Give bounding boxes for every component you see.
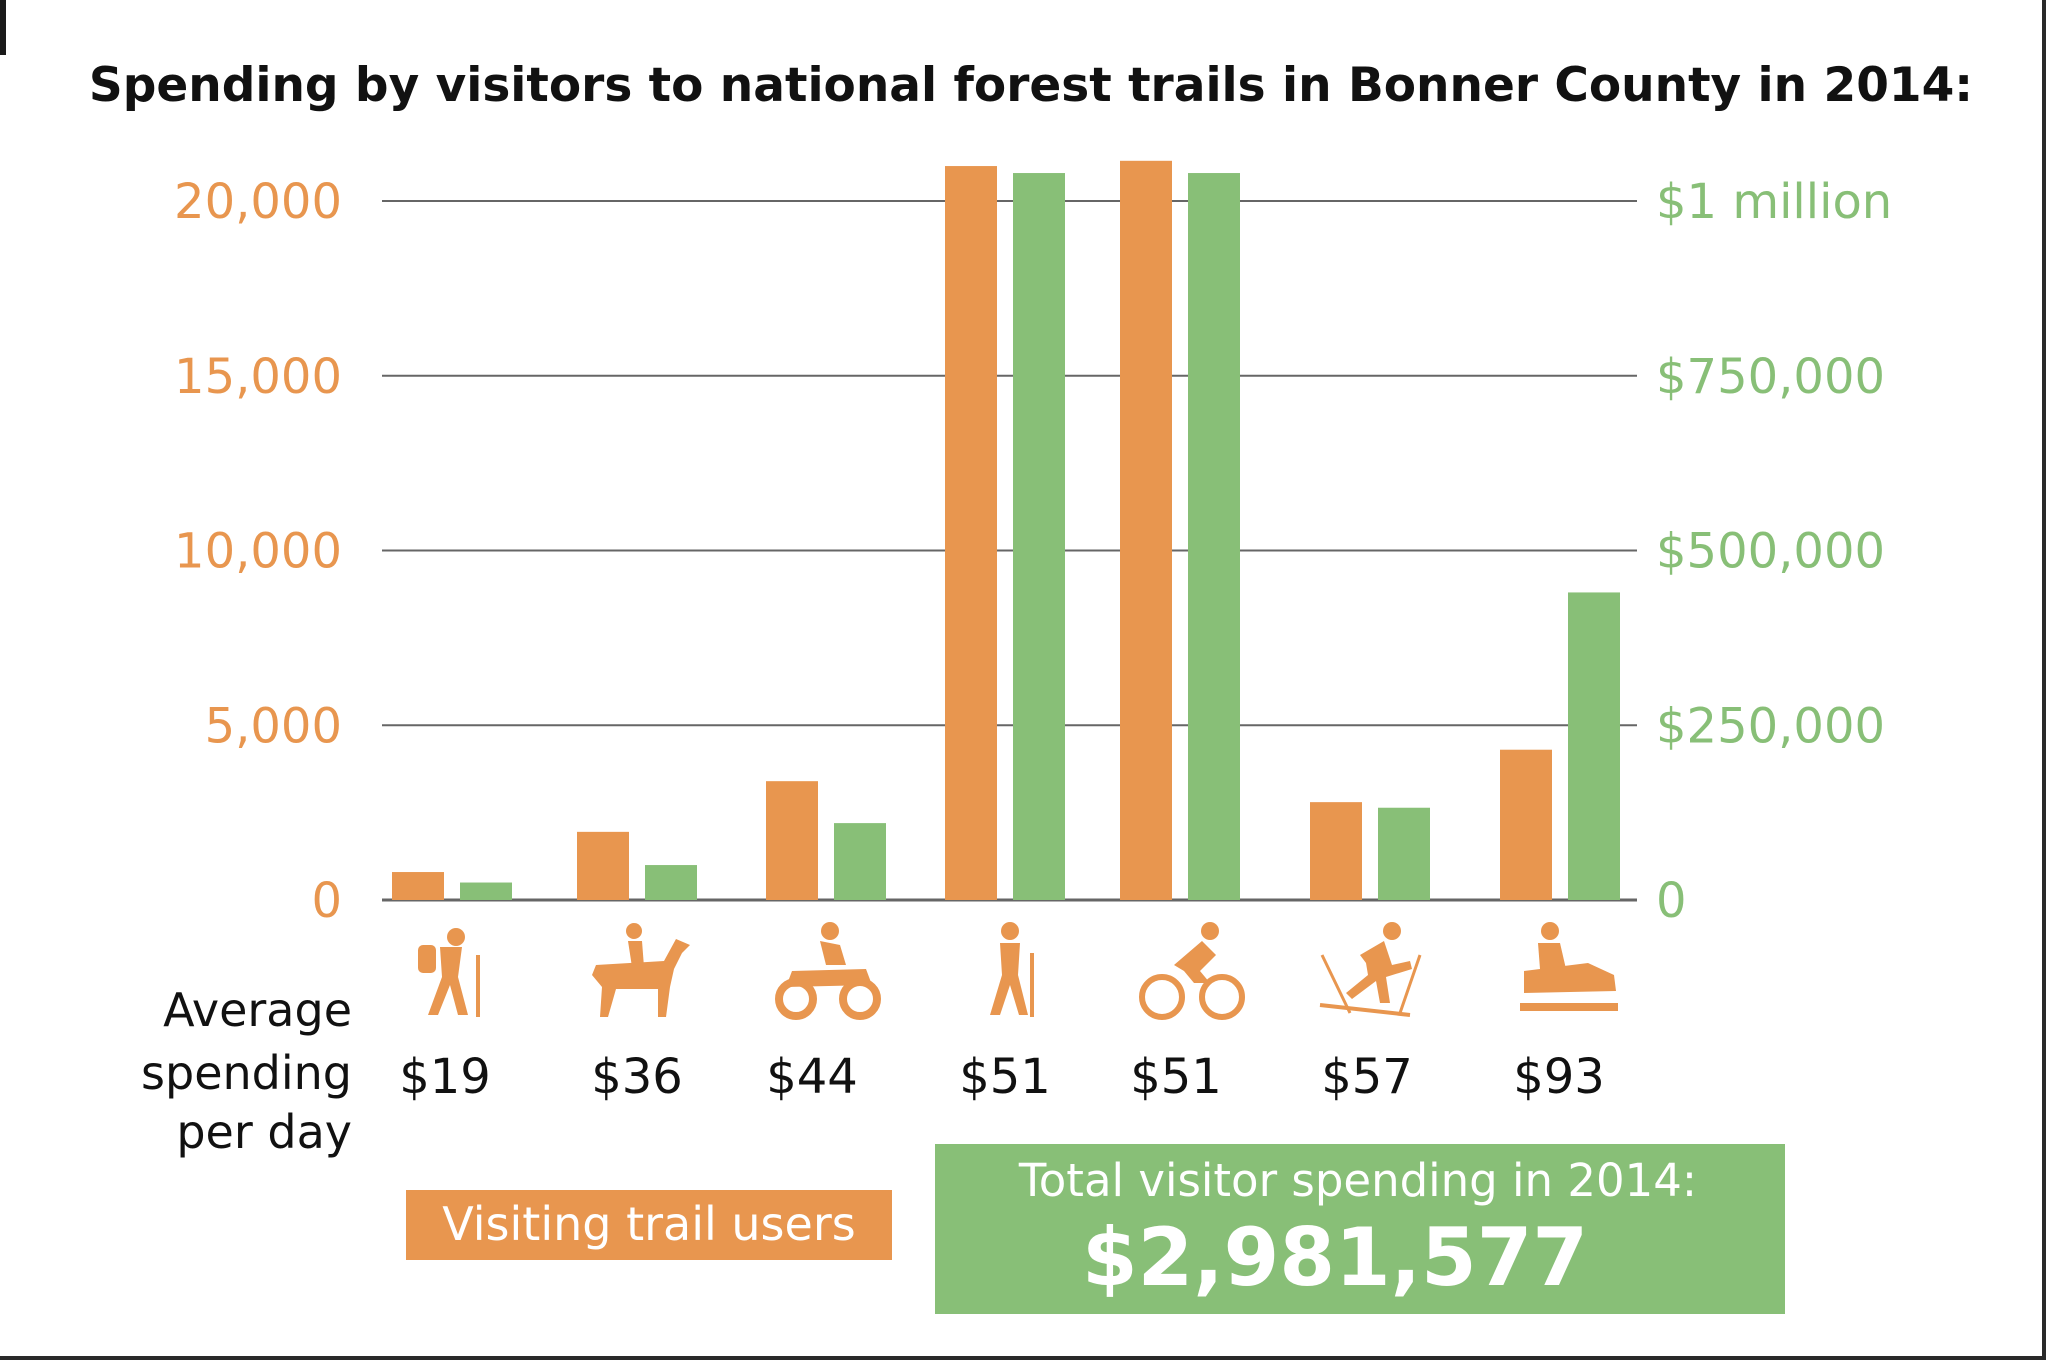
left-axis-ticks: 0 5,000 10,000 15,000 20,000 — [174, 174, 342, 929]
window-edge-left — [0, 0, 6, 55]
bar-spending — [645, 865, 697, 900]
cross-country-skier-icon — [1319, 922, 1422, 1017]
row-label: Average spending per day — [141, 983, 352, 1159]
left-tick-label: 0 — [311, 873, 342, 929]
category-label: $36 — [591, 1049, 683, 1105]
left-tick-label: 20,000 — [174, 174, 342, 230]
bar-visitors — [1310, 802, 1362, 900]
window-edge-bottom — [0, 1356, 2046, 1360]
category-label: $93 — [1513, 1049, 1605, 1105]
category-label: $51 — [959, 1049, 1051, 1105]
row-label-line-1: Average — [163, 983, 352, 1037]
right-tick-label: $500,000 — [1656, 524, 1885, 580]
bar-visitors — [577, 831, 629, 900]
snowmobile-icon — [1520, 922, 1618, 1011]
left-tick-label: 15,000 — [174, 349, 342, 405]
right-tick-label: $750,000 — [1656, 349, 1885, 405]
row-label-line-2: spending — [141, 1046, 352, 1100]
category-label: $51 — [1130, 1049, 1222, 1105]
hiker-icon — [990, 922, 1034, 1017]
category-label: $19 — [399, 1049, 491, 1105]
gridlines — [382, 200, 1637, 902]
bar-visitors — [392, 872, 444, 900]
category-label: $44 — [766, 1049, 858, 1105]
legend-visiting-trail-users: Visiting trail users — [406, 1190, 892, 1260]
bar-spending — [1013, 173, 1065, 901]
legend-orange-swatch — [406, 1190, 892, 1260]
bar-spending — [1568, 592, 1620, 900]
bar-spending — [1378, 807, 1430, 900]
category-label: $57 — [1321, 1049, 1413, 1105]
cyclist-icon — [1139, 922, 1245, 1020]
bar-visitors — [1120, 160, 1172, 900]
bar-visitors — [766, 781, 818, 900]
chart-title: Spending by visitors to national forest … — [89, 58, 1973, 113]
activity-icons — [418, 922, 1618, 1020]
total-label: Total visitor spending in 2014: — [1018, 1154, 1697, 1207]
left-tick-label: 10,000 — [174, 524, 342, 580]
row-label-line-3: per day — [176, 1105, 352, 1159]
bar-visitors — [1500, 749, 1552, 900]
window-edge-right — [2042, 0, 2046, 1360]
bar-visitors — [945, 166, 997, 901]
bar-spending — [460, 882, 512, 900]
left-tick-label: 5,000 — [205, 698, 342, 754]
bar-spending — [834, 823, 886, 900]
right-axis-ticks: 0 $250,000 $500,000 $750,000 $1 million — [1656, 174, 1892, 929]
atv-rider-icon — [775, 922, 881, 1020]
right-tick-label: $250,000 — [1656, 698, 1885, 754]
legend-label: Visiting trail users — [442, 1197, 855, 1251]
total-box-background — [935, 1144, 1785, 1314]
category-labels: $19 $36 $44 $51 $51 $57 $93 — [399, 1049, 1605, 1105]
right-tick-label: 0 — [1656, 873, 1687, 929]
total-value: $2,981,577 — [1082, 1211, 1588, 1304]
horseback-rider-icon — [592, 923, 690, 1017]
hiker-backpack-icon — [418, 928, 480, 1017]
total-spending-box: Total visitor spending in 2014: $2,981,5… — [935, 1144, 1785, 1314]
bar-spending — [1188, 173, 1240, 901]
right-tick-label: $1 million — [1656, 174, 1892, 230]
bar-series — [392, 160, 1620, 901]
